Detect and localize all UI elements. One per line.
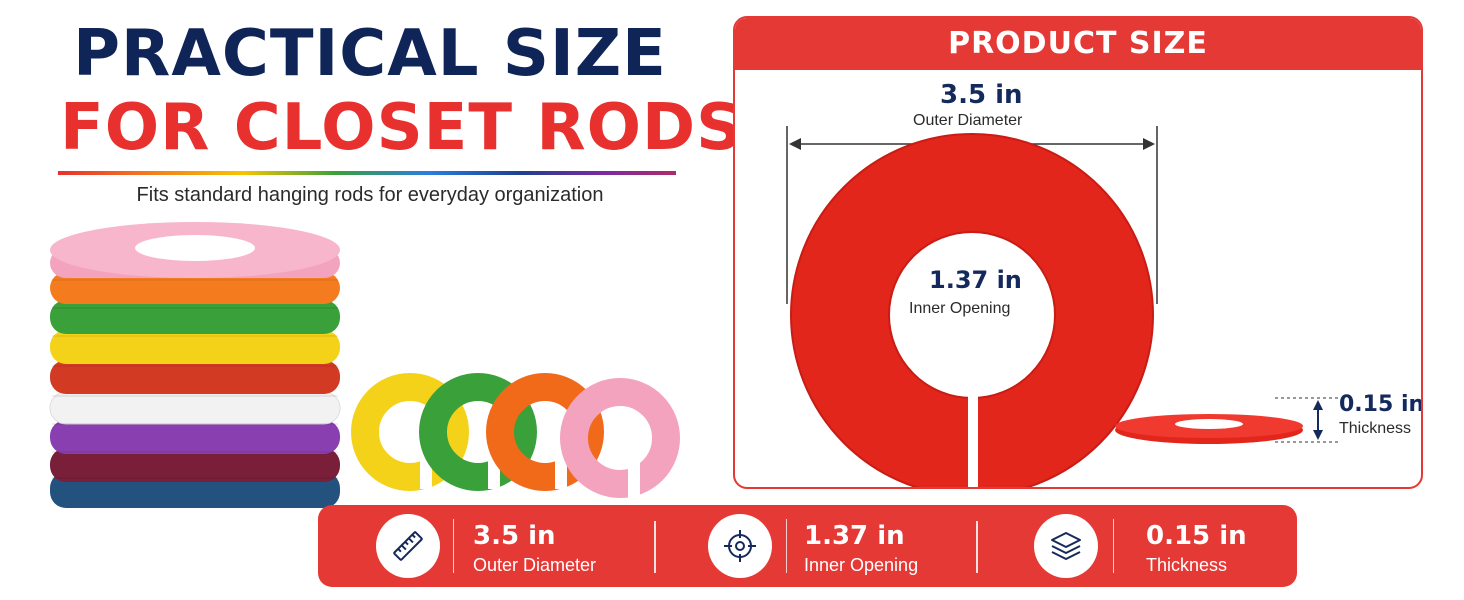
spec-divider [1113,519,1114,573]
spec-value: 0.15 in [1146,521,1247,551]
spec-value: 1.37 in [804,521,905,551]
spec-item-outer: 3.5 in Outer Diameter [318,505,648,587]
inner-opening-label: Inner Opening [909,300,1011,317]
spec-separator [976,521,978,573]
spec-divider [453,519,454,573]
panel-title: PRODUCT SIZE [735,18,1421,70]
spec-bar: 3.5 in Outer Diameter 1.37 in Inner Open… [318,505,1297,587]
spec-item-inner: 1.37 in Inner Opening [654,505,976,587]
spec-divider [786,519,787,573]
thickness-value: 0.15 in [1339,392,1423,417]
headline-line-2: FOR CLOSET RODS [60,91,744,165]
crosshair-icon [708,514,772,578]
spec-value: 3.5 in [473,521,556,551]
product-size-panel: PRODUCT SIZE 3.5 in Outer Diameter 1.37 … [733,16,1423,489]
spec-label: Outer Diameter [473,555,597,575]
inner-opening-value: 1.37 in [929,266,1022,294]
headline-line-1: PRACTICAL SIZE [73,17,667,91]
spec-label: Thickness [1146,555,1228,575]
outer-diameter-value: 3.5 in [940,80,1023,110]
fanned-rings [351,373,680,498]
rainbow-divider [58,171,676,175]
product-illustration [49,222,680,508]
layers-icon [1034,514,1098,578]
spec-separator [654,521,656,573]
ring-stack [49,222,341,508]
spec-label: Inner Opening [804,555,919,575]
outer-diameter-label: Outer Diameter [913,112,1023,129]
ruler-icon [376,514,440,578]
spec-item-thickness: 0.15 in Thickness [978,505,1297,587]
thickness-label: Thickness [1339,420,1412,437]
ring-diagram [786,126,1341,487]
subtitle: Fits standard hanging rods for everyday … [136,184,604,206]
